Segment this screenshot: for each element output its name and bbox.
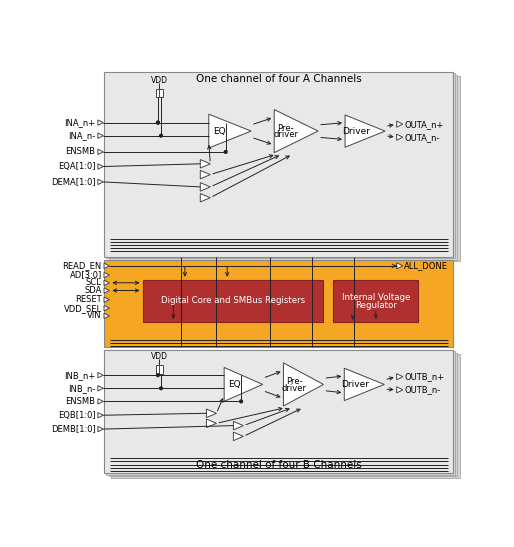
- Polygon shape: [104, 297, 109, 302]
- Text: ALL_DONE: ALL_DONE: [405, 261, 448, 270]
- Bar: [104, 72, 453, 257]
- Text: Driver: Driver: [341, 380, 369, 389]
- Text: INA_n+: INA_n+: [64, 118, 96, 127]
- Polygon shape: [274, 109, 318, 153]
- Text: SDA: SDA: [84, 286, 102, 295]
- Text: Regulator: Regulator: [355, 301, 397, 310]
- Bar: [108, 75, 457, 260]
- Text: VDD: VDD: [151, 76, 168, 85]
- Polygon shape: [98, 426, 103, 432]
- Text: INB_n+: INB_n+: [64, 371, 96, 380]
- Text: OUTA_n+: OUTA_n+: [405, 120, 444, 129]
- Polygon shape: [104, 305, 109, 311]
- Bar: [159, 365, 162, 374]
- Polygon shape: [207, 409, 216, 417]
- Text: Internal Voltage: Internal Voltage: [342, 293, 410, 301]
- Text: VDD_SEL: VDD_SEL: [64, 304, 102, 313]
- Polygon shape: [200, 194, 210, 202]
- Polygon shape: [104, 288, 109, 293]
- Polygon shape: [98, 412, 103, 418]
- Polygon shape: [224, 368, 263, 401]
- Text: ENSMB: ENSMB: [66, 397, 96, 406]
- Text: INA_n-: INA_n-: [68, 131, 96, 140]
- Text: Pre-: Pre-: [278, 124, 294, 132]
- Circle shape: [157, 374, 159, 376]
- Bar: [106, 73, 455, 258]
- Polygon shape: [344, 368, 384, 400]
- Text: EQ: EQ: [228, 380, 241, 389]
- Bar: [111, 77, 460, 261]
- Text: ENSMB: ENSMB: [66, 147, 96, 156]
- Text: OUTB_n-: OUTB_n-: [405, 385, 440, 394]
- Polygon shape: [233, 432, 244, 441]
- Polygon shape: [104, 272, 109, 278]
- Polygon shape: [98, 399, 103, 404]
- Polygon shape: [98, 179, 103, 184]
- Bar: [111, 354, 460, 478]
- Bar: [142, 280, 323, 322]
- Text: Digital Core and SMBus Registers: Digital Core and SMBus Registers: [161, 296, 305, 305]
- Text: VDD: VDD: [151, 352, 168, 361]
- Text: driver: driver: [273, 130, 298, 139]
- Polygon shape: [98, 373, 103, 378]
- Text: EQB[1:0]: EQB[1:0]: [58, 411, 96, 420]
- Text: EQA[1:0]: EQA[1:0]: [58, 162, 96, 171]
- Text: One channel of four A Channels: One channel of four A Channels: [195, 74, 361, 84]
- Bar: [159, 89, 162, 97]
- Text: RESET: RESET: [75, 295, 102, 304]
- Polygon shape: [98, 149, 103, 155]
- Polygon shape: [98, 164, 103, 169]
- Polygon shape: [345, 115, 385, 147]
- Text: Pre-: Pre-: [286, 377, 303, 386]
- Bar: [156, 89, 159, 97]
- Polygon shape: [209, 114, 251, 148]
- Circle shape: [224, 150, 227, 153]
- Bar: [156, 365, 159, 374]
- Polygon shape: [397, 134, 403, 141]
- Bar: [334, 280, 418, 322]
- Text: OUTA_n-: OUTA_n-: [405, 133, 440, 142]
- Text: Driver: Driver: [342, 126, 370, 136]
- Circle shape: [240, 400, 243, 403]
- Polygon shape: [98, 386, 103, 391]
- Polygon shape: [283, 363, 323, 406]
- Text: DEMA[1:0]: DEMA[1:0]: [51, 177, 96, 187]
- Text: OUTB_n+: OUTB_n+: [405, 372, 445, 381]
- Text: VIN: VIN: [87, 311, 102, 321]
- Polygon shape: [104, 263, 109, 269]
- Text: AD[3:0]: AD[3:0]: [69, 271, 102, 280]
- Polygon shape: [397, 387, 403, 393]
- Text: One channel of four B Channels: One channel of four B Channels: [195, 460, 361, 470]
- Text: SCL: SCL: [86, 278, 102, 287]
- Bar: [106, 351, 455, 474]
- Polygon shape: [397, 374, 403, 380]
- Text: DEMB[1:0]: DEMB[1:0]: [51, 424, 96, 434]
- Polygon shape: [200, 170, 210, 179]
- Circle shape: [157, 121, 159, 124]
- Polygon shape: [233, 421, 244, 430]
- Bar: [108, 353, 457, 476]
- Polygon shape: [397, 121, 403, 127]
- Circle shape: [160, 135, 162, 137]
- Polygon shape: [200, 160, 210, 168]
- Polygon shape: [207, 419, 216, 428]
- Polygon shape: [397, 263, 403, 269]
- Text: INB_n-: INB_n-: [68, 384, 96, 393]
- Polygon shape: [98, 120, 103, 125]
- Text: driver: driver: [282, 384, 307, 393]
- Text: EQ: EQ: [213, 126, 226, 136]
- Text: READ_EN: READ_EN: [63, 261, 102, 270]
- Bar: [104, 260, 453, 347]
- Circle shape: [157, 121, 159, 124]
- Polygon shape: [104, 280, 109, 286]
- Circle shape: [160, 387, 162, 389]
- Polygon shape: [104, 313, 109, 318]
- Polygon shape: [200, 183, 210, 191]
- Bar: [104, 350, 453, 473]
- Polygon shape: [98, 133, 103, 138]
